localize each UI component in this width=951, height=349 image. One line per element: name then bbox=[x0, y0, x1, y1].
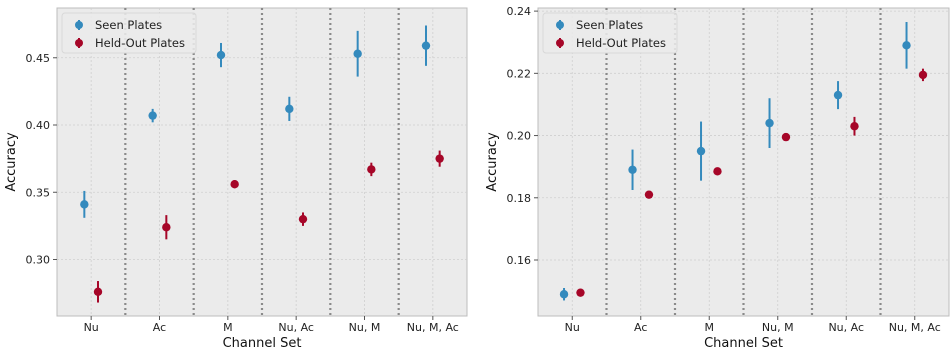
data-point bbox=[644, 190, 654, 199]
y-tick-label: 0.35 bbox=[26, 186, 51, 199]
legend-marker bbox=[75, 21, 83, 29]
x-tick-label: Ac bbox=[634, 321, 647, 334]
y-tick-label: 0.45 bbox=[26, 52, 51, 65]
x-tick-label: M bbox=[223, 321, 233, 334]
y-tick-label: 0.18 bbox=[507, 192, 532, 205]
data-point bbox=[421, 41, 431, 50]
x-axis-title: Channel Set bbox=[223, 336, 302, 349]
data-point bbox=[628, 165, 637, 174]
x-tick-label: Nu, Ac bbox=[828, 321, 864, 334]
data-point bbox=[148, 111, 157, 120]
x-tick-label: Ac bbox=[153, 321, 166, 334]
x-tick-label: Nu, M, Ac bbox=[889, 321, 941, 334]
y-axis-title: Accuracy bbox=[4, 132, 19, 192]
data-point bbox=[576, 288, 585, 297]
legend-box bbox=[61, 12, 197, 54]
y-axis-title: Accuracy bbox=[485, 132, 500, 192]
data-point bbox=[713, 167, 722, 176]
data-point bbox=[93, 287, 103, 296]
data-point bbox=[833, 90, 843, 100]
x-axis-title: Channel Set bbox=[704, 336, 783, 349]
data-point bbox=[298, 214, 308, 224]
data-point bbox=[850, 122, 859, 131]
y-tick-label: 0.20 bbox=[507, 130, 532, 143]
legend-box bbox=[542, 12, 678, 54]
data-point bbox=[285, 104, 294, 114]
legend-marker bbox=[556, 39, 564, 47]
y-tick-label: 0.40 bbox=[26, 119, 51, 132]
data-point bbox=[765, 118, 774, 128]
data-point bbox=[559, 290, 569, 299]
x-tick-label: Nu, M, Ac bbox=[407, 321, 459, 334]
legend-marker bbox=[556, 21, 564, 29]
right-chart-panel: 0.16 0.18 0.20 0.22 0.24 Nu Ac M Nu, M Nu, Ac Nu, … bbox=[485, 5, 950, 349]
data-point bbox=[162, 223, 171, 232]
x-tick-label: Nu bbox=[84, 321, 99, 334]
x-tick-label: Nu bbox=[565, 321, 580, 334]
legend-label: Held-Out Plates bbox=[576, 36, 666, 50]
data-point bbox=[80, 200, 89, 209]
data-point bbox=[435, 154, 444, 163]
y-tick-label: 0.30 bbox=[26, 254, 51, 267]
data-point bbox=[696, 146, 706, 156]
data-point bbox=[367, 165, 376, 174]
data-point bbox=[902, 41, 911, 50]
legend-label: Seen Plates bbox=[95, 18, 162, 32]
data-point bbox=[216, 50, 226, 60]
y-tick-label: 0.16 bbox=[507, 254, 532, 267]
x-tick-label: M bbox=[705, 321, 715, 334]
data-point bbox=[781, 132, 791, 142]
left-chart-panel: 0.30 0.35 0.40 0.45 Nu Ac M Nu, Ac Nu, M Nu, M, A… bbox=[4, 7, 468, 349]
legend-marker bbox=[75, 39, 83, 47]
y-tick-label: 0.24 bbox=[507, 5, 532, 18]
data-point bbox=[230, 179, 239, 189]
y-tick-label: 0.22 bbox=[507, 67, 532, 80]
legend-label: Seen Plates bbox=[576, 18, 643, 32]
x-tick-label: Nu, M bbox=[762, 321, 794, 334]
x-tick-label: Nu, M bbox=[349, 321, 381, 334]
data-point bbox=[918, 70, 928, 80]
data-point bbox=[353, 49, 362, 58]
legend-label: Held-Out Plates bbox=[95, 36, 185, 50]
x-tick-label: Nu, Ac bbox=[278, 321, 314, 334]
